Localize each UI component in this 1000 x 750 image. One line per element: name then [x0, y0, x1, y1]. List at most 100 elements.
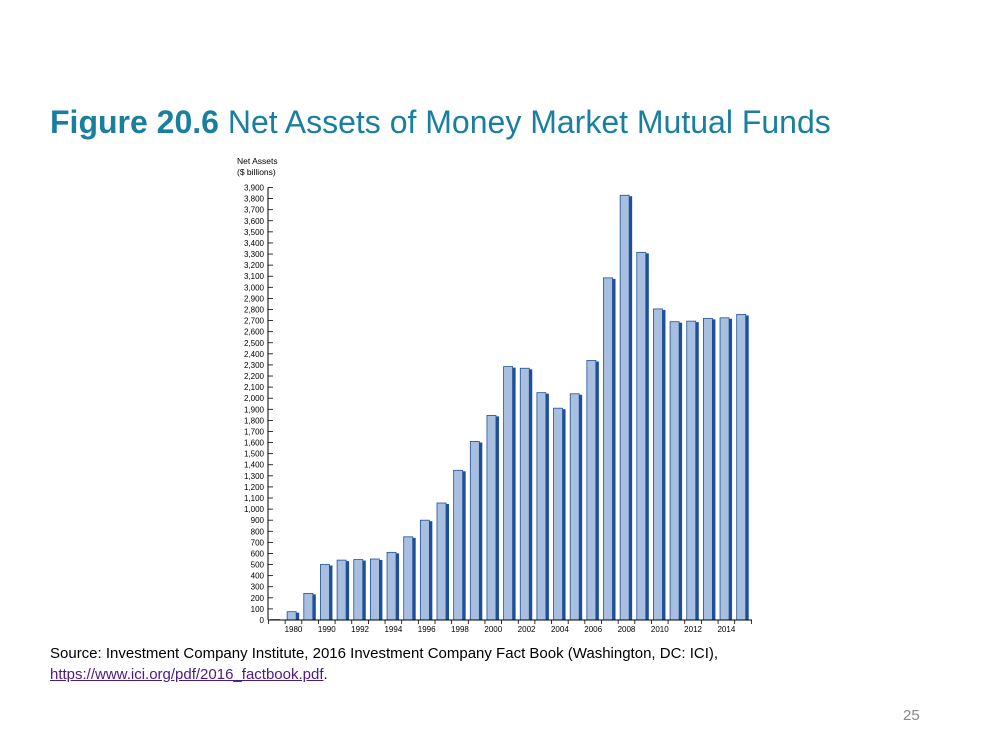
x-tick-label: 1980 — [285, 625, 303, 634]
bar-2005 — [569, 393, 583, 621]
y-tick-label: 2,000 — [244, 394, 265, 403]
x-tick-label: 1994 — [384, 625, 402, 634]
bar-face — [486, 414, 497, 621]
y-axis-label-line2: ($ billions) — [237, 167, 276, 177]
bar-side — [595, 361, 599, 620]
bar-2015 — [736, 314, 749, 621]
y-tick-label: 1,100 — [244, 494, 265, 503]
bar-2004 — [553, 407, 566, 621]
bar-side — [329, 565, 333, 620]
y-tick-label: 3,500 — [244, 228, 265, 237]
x-tick-label: 1992 — [351, 625, 369, 634]
x-tick-label: 1996 — [418, 625, 436, 634]
bar-side — [545, 393, 549, 620]
bar-face — [669, 321, 680, 621]
bar-face — [586, 360, 597, 621]
y-tick-label: 300 — [251, 583, 265, 592]
bar-1990 — [320, 564, 333, 621]
bar-1996 — [419, 519, 433, 621]
bar-face — [569, 393, 580, 621]
bar-2007 — [603, 277, 616, 621]
figure-number: Figure 20.6 — [50, 104, 219, 140]
x-tick-label: 2000 — [484, 625, 502, 634]
bars-group — [270, 194, 749, 621]
y-tick-label: 1,500 — [244, 450, 265, 459]
bar-face — [336, 559, 347, 621]
y-tick-label: 1,800 — [244, 416, 265, 425]
bar-face — [703, 317, 713, 621]
y-tick-label: 2,100 — [244, 383, 265, 392]
source-note: Source: Investment Company Institute, 20… — [50, 643, 718, 685]
bar-face — [519, 367, 530, 621]
bar-face — [619, 194, 630, 621]
bar-side — [479, 442, 483, 620]
x-tick-label: 2014 — [717, 625, 735, 634]
x-tick-label: 2008 — [618, 625, 636, 634]
source-period: . — [323, 666, 328, 683]
y-tick-label: 2,600 — [244, 328, 265, 337]
bar-side — [695, 322, 699, 620]
bar-2014 — [719, 317, 733, 621]
y-tick-label: 500 — [251, 561, 265, 570]
y-tick-label: 2,500 — [244, 339, 265, 348]
bar-side — [745, 315, 749, 620]
bar-side — [662, 309, 666, 620]
y-tick-label: 800 — [251, 527, 265, 536]
bar-side — [645, 253, 649, 620]
y-tick-label: 100 — [251, 605, 265, 614]
x-tick-label: 1998 — [451, 625, 469, 634]
y-tick-label: 3,600 — [244, 217, 265, 226]
bar-side — [346, 561, 350, 620]
bar-2002 — [519, 367, 533, 621]
bar-face — [419, 519, 430, 621]
bar-1985 — [303, 592, 316, 621]
bar-face — [469, 441, 480, 621]
bar-2003 — [536, 392, 549, 621]
bar-1997 — [436, 502, 449, 621]
x-tick-label: 2010 — [651, 625, 669, 634]
bar-1992 — [353, 559, 366, 621]
page-number: 25 — [903, 707, 920, 724]
bar-side — [296, 612, 300, 620]
bar-side — [612, 278, 616, 620]
bar-face — [503, 366, 514, 621]
bar-face — [719, 317, 730, 621]
y-tick-label: 2,300 — [244, 361, 265, 370]
source-text: Source: Investment Company Institute, 20… — [50, 645, 719, 662]
x-tick-label: 1990 — [318, 625, 336, 634]
bar-side — [462, 471, 466, 620]
bar-side — [396, 553, 400, 620]
bar-side — [629, 196, 633, 620]
bar-face — [653, 308, 663, 621]
bar-side — [712, 319, 716, 620]
y-tick-label: 3,400 — [244, 239, 265, 248]
bar-face — [536, 392, 547, 621]
bar-face — [320, 564, 330, 621]
bar-side — [729, 318, 733, 620]
bar-side — [429, 521, 433, 620]
bar-1995 — [403, 536, 416, 621]
y-tick-label: 2,200 — [244, 372, 265, 381]
bar-2009 — [636, 251, 649, 621]
bar-face — [403, 536, 414, 621]
bar-face — [436, 502, 447, 621]
bar-face — [553, 407, 563, 621]
slide-title: Figure 20.6 Net Assets of Money Market M… — [50, 104, 831, 141]
bar-face — [736, 314, 747, 621]
bar-face — [453, 469, 464, 621]
y-tick-label: 3,700 — [244, 206, 265, 215]
bar-face — [603, 277, 613, 621]
bar-1993 — [369, 558, 383, 621]
y-tick-label: 1,600 — [244, 439, 265, 448]
y-axis: 0 100 200 300 400 500 600 700 800 900 1,000 1,100 1,… — [244, 184, 273, 625]
source-link[interactable]: https://www.ici.org/pdf/2016_factbook.pd… — [50, 666, 324, 683]
bar-side — [495, 416, 499, 620]
bar-side — [312, 594, 316, 620]
x-tick-label: 2002 — [518, 625, 536, 634]
y-tick-label: 1,300 — [244, 472, 265, 481]
bar-1991 — [336, 559, 350, 621]
bar-side — [679, 322, 683, 620]
y-tick-label: 1,000 — [244, 505, 265, 514]
bar-face — [353, 559, 364, 621]
